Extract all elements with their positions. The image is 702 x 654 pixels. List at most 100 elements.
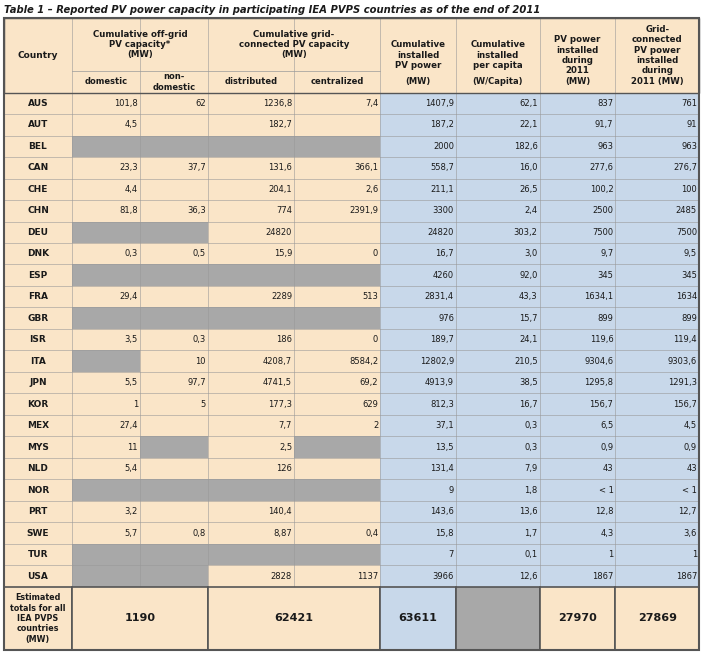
Text: 10: 10 — [195, 356, 206, 366]
Bar — [208, 565, 294, 587]
Bar — [294, 523, 380, 544]
Bar — [208, 458, 294, 479]
Text: 4741,5: 4741,5 — [263, 378, 292, 387]
Bar — [294, 93, 380, 114]
Text: BEL: BEL — [29, 142, 47, 151]
Text: 7,4: 7,4 — [365, 99, 378, 108]
Text: 211,1: 211,1 — [430, 185, 454, 194]
Text: 9,5: 9,5 — [684, 249, 697, 258]
Bar — [4, 114, 72, 135]
Bar — [616, 114, 699, 135]
Text: 9: 9 — [449, 486, 454, 494]
Text: 3,5: 3,5 — [125, 336, 138, 344]
Bar — [208, 243, 294, 264]
Bar — [72, 200, 140, 222]
Text: 0,3: 0,3 — [524, 443, 538, 452]
Text: 140,4: 140,4 — [268, 507, 292, 516]
Text: 38,5: 38,5 — [519, 378, 538, 387]
Bar — [380, 114, 456, 135]
Text: 12,7: 12,7 — [679, 507, 697, 516]
Text: 4,3: 4,3 — [600, 528, 614, 538]
Bar — [294, 157, 380, 179]
Bar — [72, 394, 140, 415]
Bar — [456, 135, 540, 157]
Text: 0,3: 0,3 — [125, 249, 138, 258]
Text: 22,1: 22,1 — [519, 120, 538, 129]
Text: 0,8: 0,8 — [192, 528, 206, 538]
Text: NOR: NOR — [27, 486, 49, 494]
Bar — [72, 286, 140, 307]
Bar — [616, 458, 699, 479]
Text: KOR: KOR — [27, 400, 48, 409]
Text: 2000: 2000 — [433, 142, 454, 151]
Text: Cumulative
installed
PV power: Cumulative installed PV power — [390, 41, 446, 70]
Bar — [380, 243, 456, 264]
Bar — [456, 179, 540, 200]
Text: 12,6: 12,6 — [519, 572, 538, 581]
Bar — [540, 135, 616, 157]
Text: 276,7: 276,7 — [673, 164, 697, 172]
Bar — [540, 243, 616, 264]
Bar — [616, 286, 699, 307]
Bar — [140, 264, 208, 286]
Bar — [294, 264, 380, 286]
Bar — [4, 179, 72, 200]
Bar — [456, 436, 540, 458]
Bar — [140, 18, 208, 93]
Bar — [4, 479, 72, 501]
Text: 27869: 27869 — [637, 613, 677, 623]
Bar — [380, 501, 456, 523]
Text: GBR: GBR — [27, 314, 48, 322]
Text: CAN: CAN — [27, 164, 48, 172]
Text: 7500: 7500 — [676, 228, 697, 237]
Text: 119,6: 119,6 — [590, 336, 614, 344]
Text: 7500: 7500 — [592, 228, 614, 237]
Text: 36,3: 36,3 — [187, 206, 206, 215]
Text: (MW): (MW) — [406, 77, 431, 86]
Bar — [72, 243, 140, 264]
Text: 16,0: 16,0 — [519, 164, 538, 172]
Bar — [140, 179, 208, 200]
Text: 963: 963 — [597, 142, 614, 151]
Bar — [294, 179, 380, 200]
Text: 1236,8: 1236,8 — [263, 99, 292, 108]
Text: 837: 837 — [597, 99, 614, 108]
Bar — [540, 479, 616, 501]
Text: ISR: ISR — [29, 336, 46, 344]
Bar — [4, 501, 72, 523]
Bar — [72, 458, 140, 479]
Text: 177,3: 177,3 — [268, 400, 292, 409]
Bar — [380, 523, 456, 544]
Bar — [4, 523, 72, 544]
Text: 1634: 1634 — [676, 292, 697, 301]
Bar — [4, 329, 72, 351]
Text: ESP: ESP — [28, 271, 48, 280]
Text: PRT: PRT — [28, 507, 48, 516]
Text: 7,9: 7,9 — [524, 464, 538, 473]
Bar — [4, 135, 72, 157]
Bar — [456, 501, 540, 523]
Bar — [208, 523, 294, 544]
Bar — [616, 394, 699, 415]
Text: 812,3: 812,3 — [430, 400, 454, 409]
Bar — [4, 18, 699, 93]
Bar — [208, 93, 294, 114]
Bar — [616, 436, 699, 458]
Bar — [140, 544, 208, 565]
Bar — [616, 179, 699, 200]
Bar — [380, 93, 456, 114]
Bar — [540, 200, 616, 222]
Text: SWE: SWE — [27, 528, 49, 538]
Text: 2,6: 2,6 — [365, 185, 378, 194]
Bar — [380, 544, 456, 565]
Text: 0,5: 0,5 — [192, 249, 206, 258]
Text: 1867: 1867 — [675, 572, 697, 581]
Bar — [294, 351, 380, 372]
Bar — [208, 307, 294, 329]
Bar — [4, 93, 72, 114]
Bar — [72, 264, 140, 286]
Bar — [72, 415, 140, 436]
Text: 126: 126 — [276, 464, 292, 473]
Bar — [4, 157, 72, 179]
Text: (MW): (MW) — [565, 77, 590, 86]
